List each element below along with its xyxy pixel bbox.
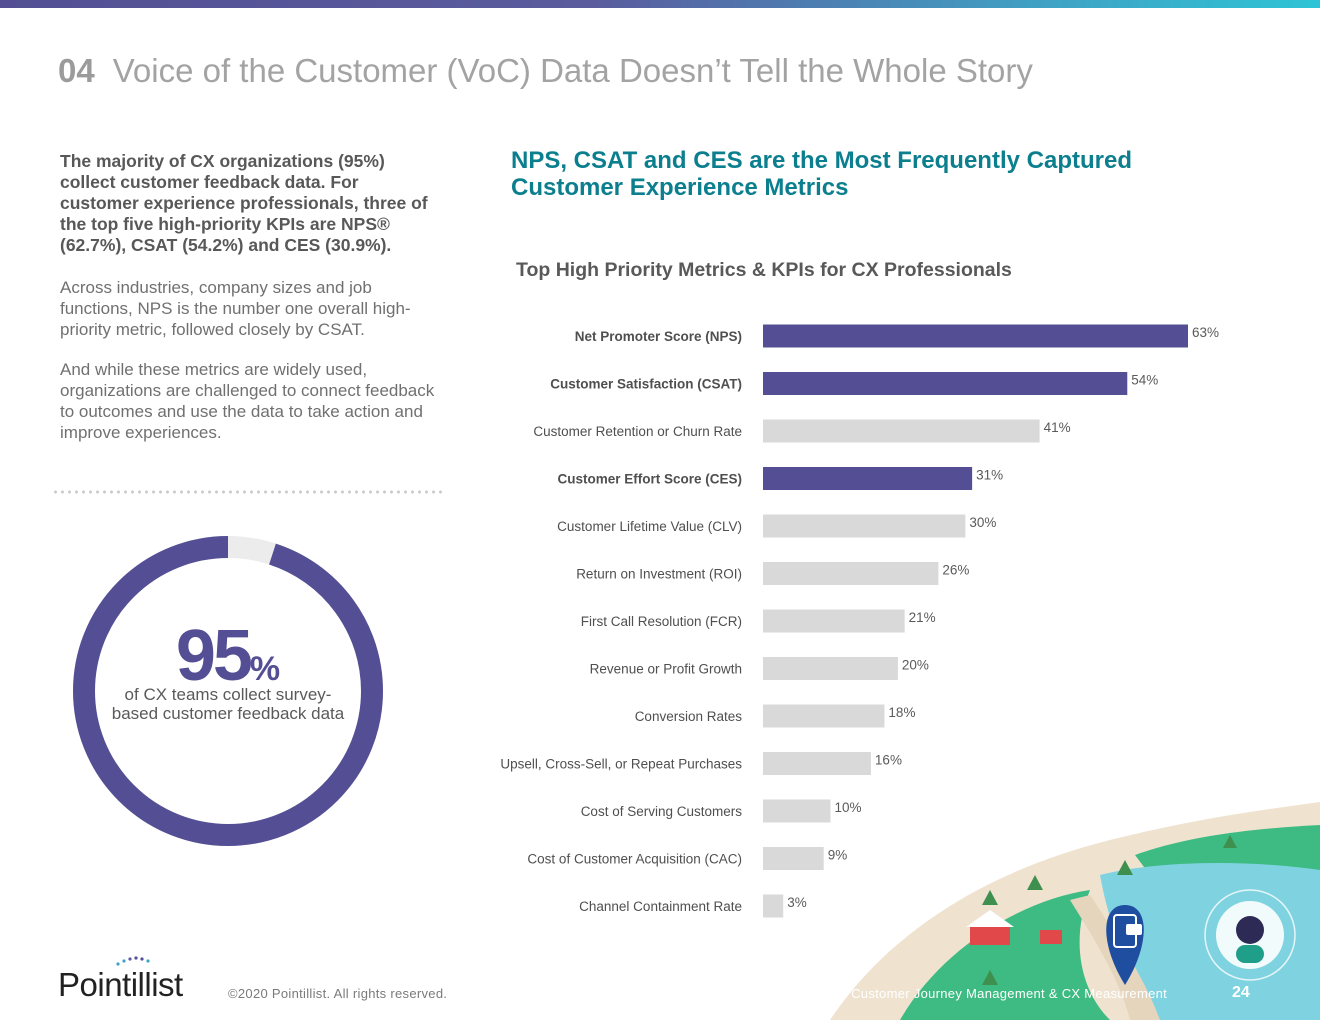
top-gradient-bar [0,0,1320,8]
donut-label: 95% of CX teams collect survey-based cus… [108,618,348,723]
body-paragraph-2: And while these metrics are widely used,… [60,360,435,442]
bar-value-label: 10% [834,800,861,815]
donut-arc [73,536,383,846]
bar-value-label: 20% [902,658,929,673]
location-pin-icon [1106,905,1144,985]
customer-avatar-icon [1204,889,1296,981]
bar-category-label: Cost of Customer Acquisition (CAC) [527,852,742,867]
bar-category-label: Customer Retention or Churn Rate [533,424,742,439]
donut-chart [73,536,383,846]
bar [763,752,871,775]
bar [763,609,905,633]
bar-category-label: Channel Containment Rate [579,899,742,914]
page-title: 04 Voice of the Customer (VoC) Data Doesn… [58,52,1033,90]
bar-category-label: Cost of Serving Customers [581,804,743,819]
lead-paragraph: The majority of CX organizations (95%) c… [60,151,428,255]
field-green [900,890,1110,1020]
bar-value-label: 21% [909,610,936,625]
bar-category-label: Conversion Rates [635,709,743,724]
chart-title: Top High Priority Metrics & KPIs for CX … [516,259,1012,281]
bar-value-label: 30% [969,515,996,530]
donut-caption: of CX teams collect survey-based custome… [111,685,345,723]
bar-value-label: 9% [828,848,848,863]
bar-category-label: Customer Satisfaction (CSAT) [550,377,742,392]
bar-category-label: Return on Investment (ROI) [576,567,742,582]
bar-category-label: Net Promoter Score (NPS) [575,329,742,344]
bar-value-label: 16% [875,753,902,768]
bar-category-label: Revenue or Profit Growth [590,662,742,677]
bar-category-label: Customer Lifetime Value (CLV) [557,519,742,534]
landscape-illustration [830,802,1320,1020]
bar-category-label: First Call Resolution (FCR) [581,614,742,629]
bar [763,894,784,918]
logo-wordmark: Pointillist [58,966,183,1003]
bar-value-label: 26% [942,563,969,578]
farm-barn-icon [966,910,1062,945]
dotted-divider [52,490,446,494]
donut-unit: % [249,650,281,688]
bar-value-label: 31% [976,468,1003,483]
bar [763,799,831,823]
bar [763,419,1040,443]
bar [763,514,966,538]
bar [763,372,1128,395]
bar-value-label: 18% [888,705,915,720]
body-paragraph-1: Across industries, company sizes and job… [60,278,411,339]
pointillist-logo: Pointillist [58,956,203,1006]
logo-dots [116,956,150,966]
bar-chart: Net Promoter Score (NPS) 63% Customer Sati… [500,324,1219,918]
page-number: 24 [1232,984,1250,1001]
trees [982,835,1237,985]
bar-value-label: 3% [787,895,807,910]
bar [763,467,973,490]
bar [763,704,885,728]
bar [763,657,898,680]
bar-value-label: 54% [1131,373,1158,388]
bar-category-label: Upsell, Cross-Sell, or Repeat Purchases [500,757,742,772]
donut-number: 95 [175,616,253,696]
section-title: Voice of the Customer (VoC) Data Doesn’t… [112,52,1033,89]
bar [763,324,1188,348]
bar [763,562,939,585]
bar-value-label: 63% [1192,325,1219,340]
copyright: ©2020 Pointillist. All rights reserved. [228,986,448,1001]
bar-value-label: 41% [1044,420,1071,435]
bar [763,847,824,870]
chart-headline: NPS, CSAT and CES are the Most Frequentl… [511,147,1132,201]
section-number: 04 [58,52,95,89]
report-title: State of Customer Journey Management & C… [800,986,1168,1001]
bar-category-label: Customer Effort Score (CES) [557,472,742,487]
lake [1100,863,1320,1020]
